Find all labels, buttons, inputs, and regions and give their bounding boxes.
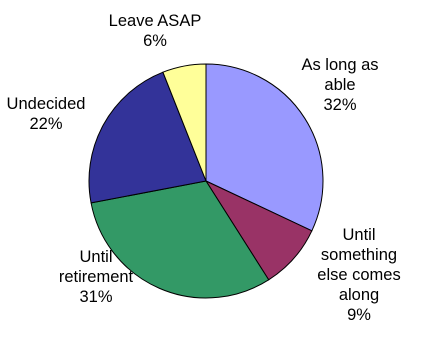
slice-label-line: 32% bbox=[323, 96, 356, 114]
slice-label-line: able bbox=[324, 76, 355, 94]
slice-label-line: else comes bbox=[317, 266, 400, 284]
slice-label-line: Until bbox=[79, 248, 112, 266]
slice-label-undecided: Undecided 22% bbox=[7, 95, 86, 133]
slice-label-line: 9% bbox=[347, 306, 371, 324]
slice-label-as-long-as-able: As long as able 32% bbox=[301, 56, 378, 114]
slice-label-line: 22% bbox=[29, 115, 62, 133]
slice-label-line: Undecided bbox=[7, 95, 86, 113]
slice-label-line: something bbox=[321, 246, 397, 264]
slice-label-line: Until bbox=[342, 226, 375, 244]
slice-label-until-something-else: Until something else comes along 9% bbox=[317, 226, 400, 324]
slice-label-leave-asap: Leave ASAP 6% bbox=[109, 12, 202, 50]
slice-label-line: retirement bbox=[59, 268, 134, 286]
slice-label-line: As long as bbox=[301, 56, 378, 74]
pie-slices bbox=[89, 64, 323, 298]
slice-label-line: 6% bbox=[143, 32, 167, 50]
slice-label-line: along bbox=[339, 286, 379, 304]
slice-label-line: 31% bbox=[79, 288, 112, 306]
slice-label-line: Leave ASAP bbox=[109, 12, 202, 30]
